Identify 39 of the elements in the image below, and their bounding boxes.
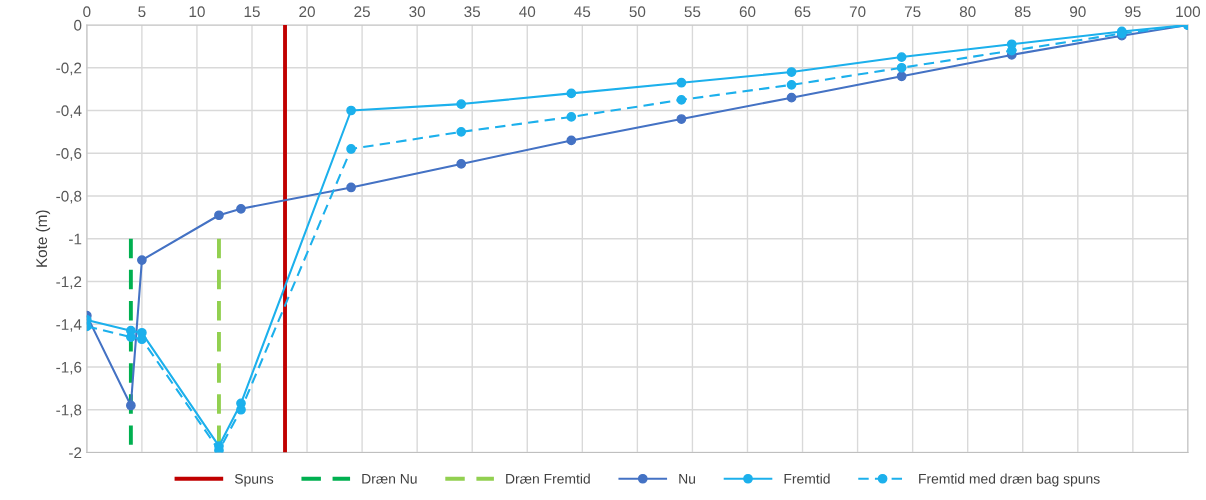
x-tick-label: 5 xyxy=(138,6,146,18)
x-tick-label: 40 xyxy=(519,6,536,18)
x-tick-label: 95 xyxy=(1125,6,1141,18)
legend-label: Fremtid xyxy=(784,473,830,484)
x-tick-label: 20 xyxy=(299,6,315,18)
y-tick-label: -1,6 xyxy=(56,361,82,375)
x-tick-label: 90 xyxy=(1070,6,1086,18)
legend-label: Dræn Fremtid xyxy=(506,473,590,484)
x-tick-label: 65 xyxy=(794,6,811,18)
legend-label: Spuns xyxy=(234,473,274,487)
y-tick-label: -1,4 xyxy=(56,319,82,332)
y-tick-label: 0 xyxy=(74,19,82,31)
y-tick-label: -0,8 xyxy=(56,190,82,204)
x-tick-label: 55 xyxy=(684,6,701,18)
legend-label: Fremtid med dræn bag spuns xyxy=(919,473,1100,487)
y-tick-label: -1,8 xyxy=(56,404,82,418)
y-tick-label: -0,6 xyxy=(56,148,82,161)
y-tick-label: -0,2 xyxy=(56,62,82,76)
x-tick-label: 35 xyxy=(464,6,481,18)
x-tick-label: 50 xyxy=(629,6,646,18)
x-tick-label: 10 xyxy=(189,6,205,18)
x-tick-label: 45 xyxy=(574,6,591,18)
x-tick-label: 70 xyxy=(849,6,866,18)
x-tick-label: 85 xyxy=(1014,6,1031,18)
x-tick-label: 100 xyxy=(1176,6,1201,18)
x-tick-label: 0 xyxy=(83,6,91,18)
y-tick-label: -1 xyxy=(69,233,82,245)
y-axis-title: Kote (m) xyxy=(35,210,51,267)
x-tick-label: 75 xyxy=(904,6,921,18)
legend-label: Dræn Nu xyxy=(362,474,417,484)
x-tick-label: 15 xyxy=(244,6,260,18)
legend-label: Nu xyxy=(679,474,696,484)
y-tick-label: -1,2 xyxy=(56,276,82,289)
y-tick-label: -0,4 xyxy=(56,105,82,118)
x-tick-label: 30 xyxy=(409,6,426,18)
x-tick-label: 80 xyxy=(959,6,976,18)
y-tick-label: -2 xyxy=(69,447,82,459)
x-tick-label: 60 xyxy=(739,6,756,18)
x-tick-label: 25 xyxy=(354,6,370,18)
